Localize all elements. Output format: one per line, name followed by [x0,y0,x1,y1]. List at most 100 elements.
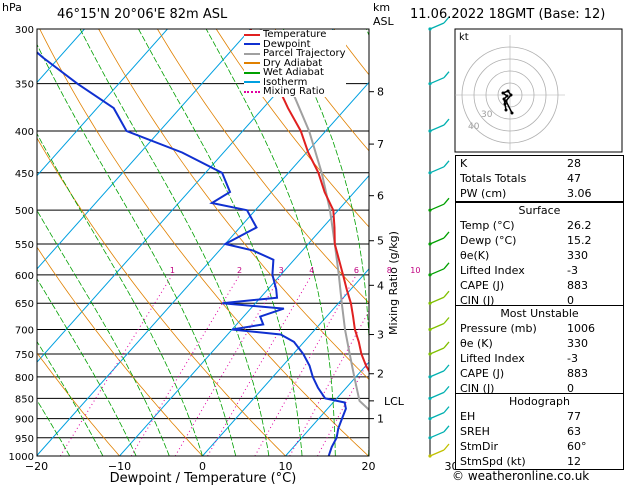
wind-barb [429,124,445,132]
legend-swatch [244,62,260,65]
isotherm-line [37,81,369,456]
location-title: 46°15'N 20°06'E 82m ASL [57,7,228,22]
wind-barb [429,412,445,420]
row-label: θe (K) [460,337,493,350]
row-value: 330 [567,249,588,262]
hpa-label: hPa [2,1,22,14]
row-value: 47 [567,172,581,185]
row-value: 3.06 [567,187,592,200]
surface-panel: Surface Temp (°C) 26.2 Dewp (°C) 15.2 θe(K) 3… [455,202,624,309]
wind-barb-flag [443,364,450,372]
dry-adiabat-line [98,29,369,381]
mixing-ratio-label: 3 [279,266,284,275]
row-label: CAPE (J) [460,279,505,292]
legend-swatch [244,52,260,55]
wind-barb-flag [443,341,450,349]
wind-barb-flag [443,406,450,414]
pressure-tick-label: 400 [15,127,34,138]
isotherm-line [37,29,252,270]
isotherm-line [118,174,369,456]
wind-barb-dot [428,273,432,277]
pressure-tick-label: 900 [15,415,34,426]
mixing-ratio-line [130,274,241,456]
wet-adiabat-line [0,5,37,457]
km-tick-label: 4 [377,279,384,292]
mixing-ratio-label: 4 [309,266,314,275]
wind-barb [429,347,445,355]
temperature-tick-label: 0 [199,460,206,473]
row-value: -3 [567,264,578,277]
pressure-tick-labels: 300 350 400 450 500 550 600 650 700 750 800 850 900 9… [9,25,34,463]
wind-barb [429,166,445,174]
wet-adiabat-line [37,399,71,456]
table-row: Dewp (°C) 15.2 [456,233,623,248]
pressure-tick-label: 350 [15,80,34,91]
dry-adiabat-line [156,29,369,304]
pressure-tick-label: 450 [15,169,34,180]
wind-barb-dot [428,82,432,86]
wind-barb-dot [428,242,432,246]
wind-barb-dot [428,27,432,31]
table-row: EH 77 [456,409,623,424]
hodograph-point [503,102,507,106]
row-value: 63 [567,425,581,438]
hodograph-point [501,91,505,95]
legend-label: Parcel Trajectory [263,48,346,60]
temperature-tick-label: 20 [362,460,376,473]
hodograph-point [504,99,508,103]
wet-adiabat-line [37,278,137,456]
pressure-tick-label: 300 [15,25,34,36]
legend-label: Isotherm [263,76,308,88]
hodograph-kt-label: kt [459,32,469,43]
legend-swatch [244,33,260,36]
km-tick-label: 6 [377,190,384,203]
dry-adiabat-line [37,246,204,456]
hodograph-point [504,108,508,112]
wet-adiabat-line [37,209,170,456]
mixing-ratio-line [370,275,465,456]
wind-barb [429,268,445,276]
legend-swatch [244,81,260,84]
table-row: θe(K) 330 [456,248,623,263]
row-value: 883 [567,367,588,380]
wind-barb-flag [443,385,450,393]
km-tick-label: 7 [377,138,384,151]
pressure-tick-label: 550 [15,240,34,251]
legend-swatch [244,43,260,46]
wet-adiabat-line [37,43,237,456]
lcl-label: LCL [384,395,405,408]
row-value: -3 [567,352,578,365]
wind-barb [429,296,445,304]
km-tick-label: 3 [377,329,384,342]
wind-barb-dot [428,436,432,440]
wind-barb-dot [428,396,432,400]
dry-adiabat-line [215,29,369,228]
table-row: CAPE (J) 883 [456,278,623,293]
pressure-tick-label: 600 [15,271,34,282]
most-unstable-title: Most Unstable [500,307,579,320]
wind-barb-dot [428,301,432,305]
dewpoint-line [37,51,347,456]
row-label: Dewp (°C) [460,234,517,247]
legend-label: Mixing Ratio [263,86,325,98]
pressure-tick-label: 800 [15,373,34,384]
mixing-ratio-label: 8 [387,266,392,275]
row-label: StmSpd (kt) [460,455,526,468]
row-value: 330 [567,337,588,350]
most-unstable-panel: Most Unstable Pressure (mb) 1006 θe (K) 330… [455,305,624,397]
km-tick-label: 2 [377,368,384,381]
hodograph-point [502,97,506,101]
legend-label: Dry Adiabat [263,57,323,69]
wind-barb [429,370,445,378]
pressure-tick-label: 650 [15,299,34,310]
legend-label: Wet Adiabat [263,67,324,79]
pressure-tick-label: 1000 [9,452,34,463]
row-value: 1006 [567,322,595,335]
wind-barb-dot [428,327,432,332]
wind-barb-flag [443,71,450,79]
table-row: CIN (J) 0 [456,381,623,396]
legend-item: Dewpoint [244,39,346,49]
legend-label: Temperature [263,29,327,41]
wind-barb-dot [428,375,432,379]
plot-frame [36,28,370,457]
